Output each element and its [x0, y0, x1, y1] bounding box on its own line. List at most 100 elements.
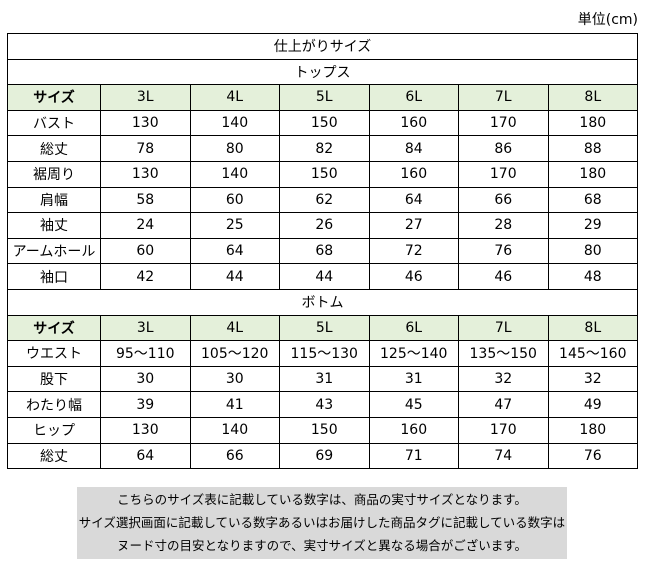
table-cell: 130: [100, 160, 191, 188]
table-cell: 115～130: [279, 340, 370, 367]
table-cell: 82: [279, 135, 370, 162]
table-cell: 180: [547, 160, 639, 188]
table-row: 股下 30 30 31 31 32 32: [7, 365, 639, 393]
row-label: 裾周り: [7, 160, 101, 188]
table-cell: 32: [547, 365, 639, 393]
table-cell: 32: [458, 365, 549, 393]
table-cell: 47: [458, 391, 549, 418]
size-header-cell: 8L: [547, 314, 639, 342]
table-cell: 28: [458, 212, 549, 239]
table-cell: 72: [368, 237, 459, 265]
table-cell: 25: [189, 212, 280, 239]
table-row: アームホール 60 64 68 72 76 80: [7, 237, 639, 265]
table-cell: 42: [100, 263, 191, 290]
table-cell: 49: [547, 391, 639, 418]
table-cell: 66: [458, 186, 549, 214]
table-cell: 44: [279, 263, 370, 290]
table-cell: 64: [100, 442, 191, 470]
note-line: サイズ選択画面に記載している数字あるいはお届けした商品タグに記載している数字は: [78, 515, 566, 530]
tops-section-row: トップス: [6, 58, 639, 86]
row-label: 総丈: [7, 442, 101, 470]
table-cell: 160: [368, 416, 459, 444]
table-cell: 88: [547, 135, 639, 162]
row-label: 股下: [7, 365, 101, 393]
table-cell: 130: [100, 109, 191, 137]
table-cell: 71: [368, 442, 459, 470]
table-cell: 145～160: [547, 340, 639, 367]
size-header-cell: 5L: [279, 84, 370, 111]
table-row: 袖口 42 44 44 46 46 48: [7, 263, 639, 290]
row-label: ウエスト: [7, 340, 101, 367]
row-label: わたり幅: [7, 391, 101, 418]
row-label: バスト: [7, 109, 101, 137]
table-cell: 150: [279, 416, 370, 444]
table-cell: 170: [458, 416, 549, 444]
row-label: ヒップ: [7, 416, 101, 444]
table-cell: 30: [100, 365, 191, 393]
table-cell: 58: [100, 186, 191, 214]
table-cell: 80: [189, 135, 280, 162]
table-cell: 95～110: [100, 340, 191, 367]
table-cell: 31: [279, 365, 370, 393]
note-line: ヌード寸の目安となりますので、実寸サイズと異なる場合がございます。: [116, 538, 527, 553]
table-cell: 180: [547, 109, 639, 137]
table-cell: 160: [368, 160, 459, 188]
table-cell: 170: [458, 160, 549, 188]
table-cell: 170: [458, 109, 549, 137]
table-row: ウエスト 95～110 105～120 115～130 125～140 135～150 14…: [7, 340, 639, 367]
size-header-cell: 3L: [100, 314, 191, 342]
table-cell: 64: [189, 237, 280, 265]
table-cell: 43: [279, 391, 370, 418]
table-row: 袖丈 24 25 26 27 28 29: [7, 212, 639, 239]
table-cell: 41: [189, 391, 280, 418]
table-cell: 140: [189, 109, 280, 137]
table-cell: 46: [458, 263, 549, 290]
table-cell: 24: [100, 212, 191, 239]
tops-section-title: トップス: [6, 58, 639, 86]
table-row: 裾周り 130 140 150 160 170 180: [7, 160, 639, 188]
table-row: バスト 130 140 150 160 170 180: [7, 109, 639, 137]
size-header-cell: 5L: [279, 314, 370, 342]
table-cell: 68: [279, 237, 370, 265]
bottoms-size-header-row: サイズ 3L 4L 5L 6L 7L 8L: [7, 314, 639, 342]
table-cell: 69: [279, 442, 370, 470]
table-row: 肩幅 58 60 62 64 66 68: [7, 186, 639, 214]
size-table: 仕上がりサイズ トップス サイズ 3L 4L 5L 6L 7L 8L バスト 130 140 150 1…: [6, 33, 639, 470]
size-note: こちらのサイズ表に記載している数字は、商品の実寸サイズとなります。 サイズ選択画…: [77, 487, 567, 559]
table-cell: 46: [368, 263, 459, 290]
table-cell: 150: [279, 160, 370, 188]
note-line: こちらのサイズ表に記載している数字は、商品の実寸サイズとなります。: [117, 492, 527, 507]
size-header-cell: 4L: [189, 314, 280, 342]
bottoms-section-row: ボトム: [6, 288, 639, 316]
table-cell: 26: [279, 212, 370, 239]
tops-size-header-row: サイズ 3L 4L 5L 6L 7L 8L: [7, 84, 639, 111]
table-cell: 80: [547, 237, 639, 265]
row-label: 肩幅: [7, 186, 101, 214]
table-cell: 84: [368, 135, 459, 162]
size-header-cell: 7L: [458, 314, 549, 342]
table-cell: 45: [368, 391, 459, 418]
row-label: 袖丈: [7, 212, 101, 239]
size-header-cell: 3L: [100, 84, 191, 111]
table-cell: 86: [458, 135, 549, 162]
table-cell: 78: [100, 135, 191, 162]
row-label: 総丈: [7, 135, 101, 162]
table-cell: 62: [279, 186, 370, 214]
size-header-cell: 7L: [458, 84, 549, 111]
table-cell: 60: [189, 186, 280, 214]
size-header-cell: 6L: [368, 314, 459, 342]
table-cell: 135～150: [458, 340, 549, 367]
table-cell: 160: [368, 109, 459, 137]
size-header-label: サイズ: [7, 314, 101, 342]
table-cell: 44: [189, 263, 280, 290]
bottoms-section-title: ボトム: [6, 288, 639, 316]
table-title: 仕上がりサイズ: [6, 33, 639, 60]
table-cell: 130: [100, 416, 191, 444]
table-row: ヒップ 130 140 150 160 170 180: [7, 416, 639, 444]
table-cell: 140: [189, 160, 280, 188]
row-label: 袖口: [7, 263, 101, 290]
table-row: わたり幅 39 41 43 45 47 49: [7, 391, 639, 418]
unit-label: 単位(cm): [577, 12, 638, 28]
row-label: アームホール: [7, 237, 101, 265]
table-cell: 76: [458, 237, 549, 265]
